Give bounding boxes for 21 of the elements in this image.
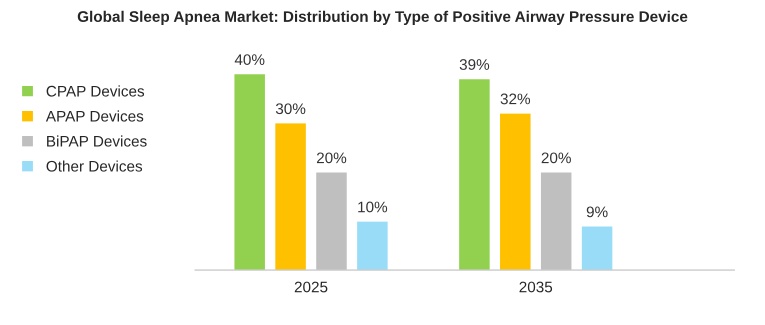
data-label: 10%: [358, 202, 388, 212]
data-label: 39%: [460, 59, 490, 70]
chart-title: Global Sleep Apnea Market: Distribution by Type of Positive Airway Pressure Device: [78, 10, 688, 25]
bar: [580, 225, 614, 270]
x-tick-label: 2035: [520, 282, 552, 292]
bar: [498, 112, 532, 270]
data-label: 30%: [276, 103, 306, 114]
legend-label: Other Devices: [46, 160, 142, 172]
bar: [356, 220, 390, 270]
data-label: 32%: [500, 94, 530, 104]
bar: [274, 122, 308, 270]
data-label: 20%: [542, 152, 571, 164]
x-tick-label: 2025: [294, 282, 328, 292]
bar: [458, 78, 492, 270]
legend-label: CPAP Devices: [46, 85, 144, 97]
data-label: 9%: [586, 206, 608, 218]
data-label: 40%: [234, 54, 264, 66]
data-label: 20%: [316, 152, 346, 164]
legend-label: BiPAP Devices: [47, 135, 147, 147]
legend-label: APAP Devices: [46, 110, 144, 122]
bar: [233, 72, 266, 270]
